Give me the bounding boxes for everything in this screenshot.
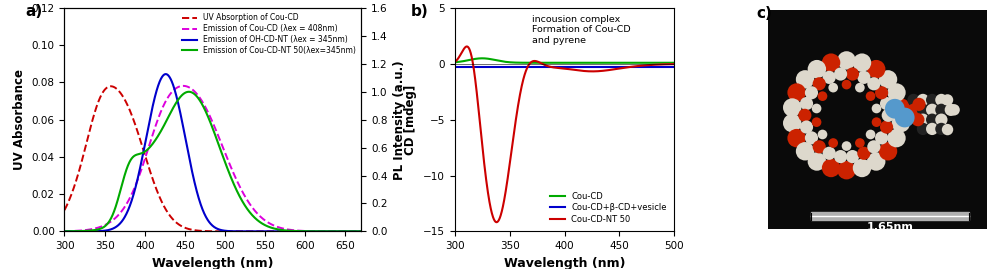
Circle shape (926, 94, 938, 106)
Text: 1.65nm: 1.65nm (867, 222, 914, 232)
Circle shape (867, 140, 881, 153)
Y-axis label: CD [mdeg]: CD [mdeg] (405, 84, 418, 155)
Circle shape (872, 104, 881, 113)
Circle shape (866, 130, 875, 139)
Circle shape (822, 71, 836, 84)
Circle shape (935, 94, 947, 106)
Circle shape (821, 54, 840, 72)
Circle shape (796, 70, 814, 89)
Text: incousion complex
Formation of Cou-CD
and pyrene: incousion complex Formation of Cou-CD an… (532, 15, 630, 45)
Circle shape (783, 114, 802, 132)
Text: b): b) (411, 3, 429, 19)
Circle shape (885, 99, 905, 119)
Circle shape (817, 130, 827, 139)
Text: a): a) (26, 3, 43, 19)
Circle shape (866, 91, 875, 101)
Circle shape (882, 109, 895, 122)
X-axis label: Wavelength (nm): Wavelength (nm) (504, 257, 625, 269)
Y-axis label: UV Absorbance: UV Absorbance (13, 69, 26, 170)
Circle shape (855, 138, 865, 148)
Circle shape (841, 80, 851, 89)
Circle shape (917, 94, 930, 106)
Circle shape (917, 123, 930, 135)
Bar (811, 212, 969, 220)
Circle shape (812, 77, 825, 90)
Circle shape (817, 91, 827, 101)
Circle shape (880, 97, 893, 110)
Text: c): c) (757, 6, 773, 20)
Circle shape (788, 129, 806, 147)
Circle shape (872, 117, 881, 127)
Circle shape (948, 104, 960, 115)
Circle shape (892, 114, 910, 132)
Circle shape (879, 142, 897, 161)
X-axis label: Wavelength (nm): Wavelength (nm) (152, 257, 274, 269)
Circle shape (788, 83, 806, 102)
Circle shape (935, 123, 947, 135)
Circle shape (821, 159, 840, 177)
Circle shape (834, 150, 847, 163)
Circle shape (857, 71, 870, 84)
Circle shape (926, 114, 938, 126)
Circle shape (926, 104, 938, 116)
Circle shape (887, 83, 906, 102)
Circle shape (895, 108, 915, 128)
Circle shape (941, 94, 953, 106)
Circle shape (880, 121, 893, 134)
Circle shape (935, 104, 947, 116)
Circle shape (913, 98, 926, 111)
Circle shape (834, 68, 847, 81)
Circle shape (783, 98, 802, 117)
Circle shape (908, 94, 920, 106)
Circle shape (912, 113, 925, 126)
Circle shape (828, 83, 838, 93)
Circle shape (807, 60, 826, 78)
Circle shape (828, 138, 838, 148)
Circle shape (917, 104, 930, 116)
Circle shape (800, 97, 813, 110)
Circle shape (867, 152, 886, 171)
Circle shape (908, 104, 920, 116)
Circle shape (875, 131, 888, 144)
Circle shape (822, 147, 836, 160)
Legend: UV Absorption of Cou-CD, Emission of Cou-CD (λex = 408nm), Emission of OH-CD-NT : UV Absorption of Cou-CD, Emission of Cou… (181, 12, 358, 57)
Circle shape (926, 123, 938, 135)
Circle shape (837, 51, 856, 70)
Legend: Cou-CD, Cou-CD+β-CD+vesicle, Cou-CD-NT 50: Cou-CD, Cou-CD+β-CD+vesicle, Cou-CD-NT 5… (547, 189, 671, 227)
Circle shape (811, 117, 821, 127)
Circle shape (811, 104, 821, 113)
Circle shape (853, 54, 871, 72)
Circle shape (935, 114, 947, 126)
Y-axis label: PL Intensity (a.u.): PL Intensity (a.u.) (394, 60, 407, 179)
Circle shape (867, 60, 886, 78)
Circle shape (841, 141, 851, 151)
Circle shape (875, 86, 888, 99)
Circle shape (887, 129, 906, 147)
Circle shape (941, 124, 953, 135)
Circle shape (892, 98, 910, 117)
Circle shape (944, 104, 957, 116)
Circle shape (846, 68, 859, 81)
Circle shape (799, 109, 811, 122)
Circle shape (805, 131, 818, 144)
Circle shape (846, 150, 859, 163)
Circle shape (855, 83, 865, 93)
Circle shape (837, 161, 856, 179)
Circle shape (800, 121, 813, 134)
Circle shape (857, 147, 870, 160)
Circle shape (879, 70, 897, 89)
Circle shape (917, 114, 930, 126)
Circle shape (807, 152, 826, 171)
Circle shape (812, 140, 825, 153)
Circle shape (796, 142, 814, 161)
Circle shape (853, 159, 871, 177)
Circle shape (805, 86, 818, 99)
Circle shape (867, 77, 881, 90)
